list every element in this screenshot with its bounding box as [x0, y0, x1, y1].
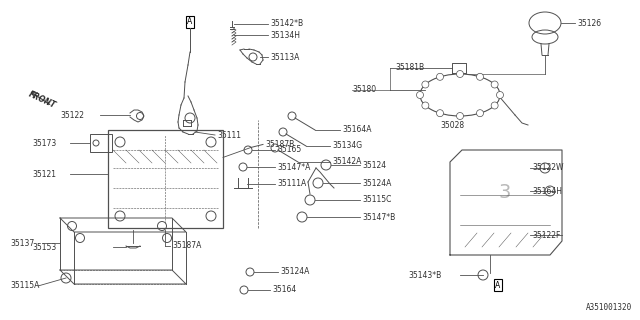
Text: 35164: 35164 — [272, 285, 296, 294]
Text: 35124A: 35124A — [280, 268, 309, 276]
Text: 35122: 35122 — [60, 110, 84, 119]
Circle shape — [477, 110, 483, 117]
Text: 35126: 35126 — [577, 19, 601, 28]
Circle shape — [477, 73, 483, 80]
Text: 35147*A: 35147*A — [277, 163, 310, 172]
Bar — [90, 134, 112, 152]
Text: 35180: 35180 — [352, 85, 376, 94]
Text: 35115A: 35115A — [10, 282, 40, 291]
Circle shape — [456, 113, 463, 119]
Circle shape — [491, 102, 498, 109]
Text: 35134H: 35134H — [270, 30, 300, 39]
Text: 35111: 35111 — [217, 131, 241, 140]
Text: 35164H: 35164H — [532, 187, 562, 196]
Text: 35122F: 35122F — [532, 230, 561, 239]
Circle shape — [422, 102, 429, 109]
Text: 3: 3 — [499, 183, 511, 203]
Text: 35142A: 35142A — [332, 157, 362, 166]
Text: 35121: 35121 — [32, 170, 56, 179]
Circle shape — [497, 92, 504, 99]
Text: 35165: 35165 — [277, 146, 301, 155]
Text: 35134G: 35134G — [332, 141, 362, 150]
Text: FRONT: FRONT — [27, 90, 57, 110]
Circle shape — [456, 70, 463, 77]
Bar — [108, 130, 223, 228]
Text: 35143*B: 35143*B — [408, 270, 441, 279]
Text: 35115C: 35115C — [362, 196, 392, 204]
Text: 35137: 35137 — [10, 239, 35, 248]
Text: 35124: 35124 — [362, 161, 386, 170]
Circle shape — [436, 110, 444, 117]
Circle shape — [417, 92, 424, 99]
Text: 35187B: 35187B — [265, 140, 294, 149]
Circle shape — [491, 81, 498, 88]
Text: 35147*B: 35147*B — [362, 212, 396, 221]
Text: A: A — [495, 281, 500, 290]
Circle shape — [422, 81, 429, 88]
Text: A: A — [188, 18, 193, 27]
Text: 35142*B: 35142*B — [270, 20, 303, 28]
Text: 35153: 35153 — [32, 243, 56, 252]
Text: 35113A: 35113A — [270, 52, 300, 61]
Text: 35181B: 35181B — [395, 63, 424, 73]
Text: A351001320: A351001320 — [586, 303, 632, 312]
Text: 35028: 35028 — [440, 121, 464, 130]
Text: 35124A: 35124A — [362, 179, 392, 188]
Text: 35164A: 35164A — [342, 125, 371, 134]
Circle shape — [436, 73, 444, 80]
Text: 35187A: 35187A — [172, 242, 202, 251]
Text: 35111A: 35111A — [277, 180, 307, 188]
Text: 35122W: 35122W — [532, 164, 563, 172]
Text: 35173: 35173 — [32, 139, 56, 148]
